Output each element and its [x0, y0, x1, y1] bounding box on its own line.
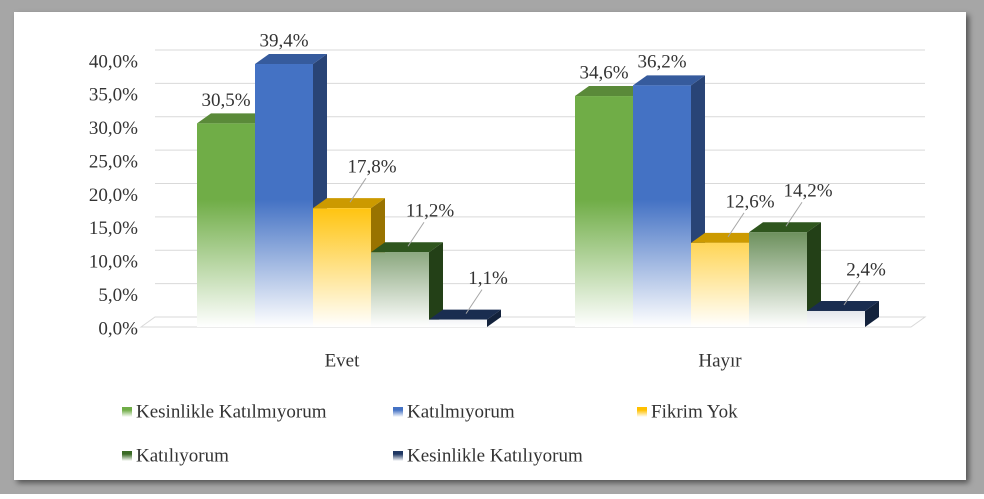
legend-label: Kesinlikle Katılıyorum [407, 445, 583, 466]
value-label: 39,4% [259, 30, 308, 51]
value-label: 11,2% [406, 201, 455, 222]
y-tick-label: 40,0% [89, 51, 138, 72]
legend-label: Katılmıyorum [407, 401, 515, 422]
value-label: 2,4% [846, 259, 886, 280]
bar-top [749, 222, 821, 233]
legend-marker [393, 407, 403, 417]
bar [255, 54, 327, 327]
bar [429, 309, 501, 327]
y-tick-label: 35,0% [89, 85, 138, 106]
y-tick-label: 15,0% [89, 218, 138, 239]
bar-front [371, 252, 429, 327]
leader-line [843, 280, 861, 306]
bar-front [429, 319, 487, 327]
legend-label: Fikrim Yok [651, 401, 738, 422]
y-tick-label: 10,0% [89, 252, 138, 273]
legend-marker [637, 407, 647, 417]
bar-top [807, 300, 879, 311]
value-label: 30,5% [201, 90, 250, 111]
bar-front [255, 64, 313, 327]
bar-front [313, 208, 371, 327]
bar [749, 222, 821, 327]
bar-top [371, 242, 443, 253]
x-tick-label: Evet [325, 350, 361, 371]
bar-side [487, 309, 501, 327]
bar-top [633, 75, 705, 86]
legend-marker [393, 451, 403, 461]
leader-line [785, 201, 803, 227]
bar [807, 300, 879, 327]
leader-line [727, 212, 745, 238]
legend-label: Kesinlikle Katılmıyorum [136, 401, 327, 422]
bar-front [575, 96, 633, 327]
legend-label: Katılıyorum [136, 445, 229, 466]
y-tick-label: 20,0% [89, 185, 138, 206]
y-tick-label: 5,0% [98, 285, 138, 306]
legend-marker [122, 451, 132, 461]
value-label: 36,2% [637, 52, 686, 73]
y-tick-label: 0,0% [98, 318, 138, 339]
leader-line [465, 289, 483, 314]
legend-marker [122, 407, 132, 417]
bar-front [749, 232, 807, 327]
bar-side [865, 300, 879, 327]
bar-front [807, 310, 865, 327]
bar-top [691, 232, 763, 243]
value-label: 14,2% [783, 181, 832, 202]
value-label: 1,1% [468, 268, 508, 289]
bar-side [807, 222, 821, 327]
bar-top [429, 309, 501, 320]
leader-line [407, 221, 425, 247]
value-label: 12,6% [725, 191, 774, 212]
bar [371, 242, 443, 327]
value-label: 17,8% [347, 157, 396, 178]
y-tick-label: 25,0% [89, 151, 138, 172]
bar-top [197, 113, 269, 124]
value-label: 34,6% [579, 62, 628, 83]
bar-top [313, 198, 385, 209]
bar-front [197, 123, 255, 327]
bar-top [255, 54, 327, 65]
y-tick-label: 30,0% [89, 118, 138, 139]
bar-front [633, 85, 691, 328]
bar-side [429, 242, 443, 327]
bar-top [575, 86, 647, 97]
leader-line [349, 177, 367, 203]
bar-front [691, 242, 749, 327]
x-tick-label: Hayır [698, 350, 742, 371]
